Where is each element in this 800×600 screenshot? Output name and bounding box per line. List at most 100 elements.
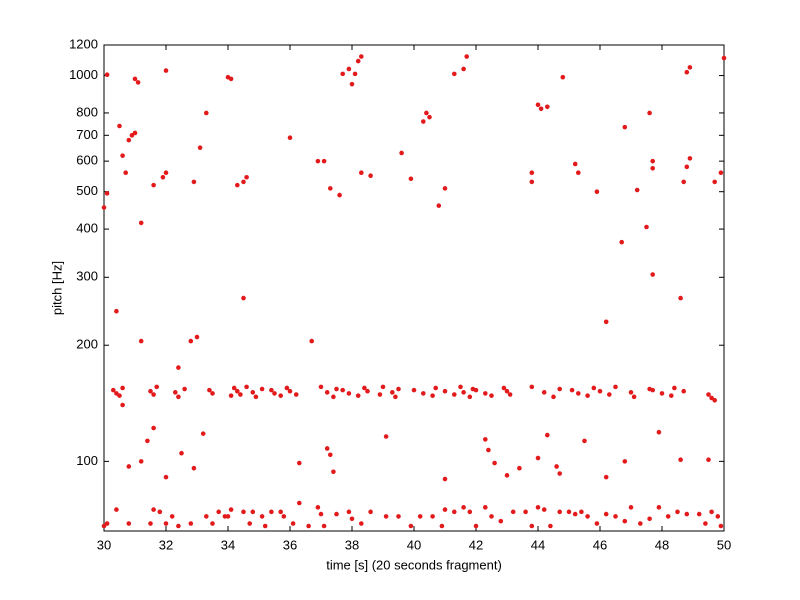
point: [318, 511, 324, 517]
point: [138, 459, 144, 464]
point: [154, 384, 159, 390]
point: [204, 110, 209, 116]
point: [179, 450, 184, 456]
point: [507, 392, 513, 397]
point: [346, 66, 352, 72]
point: [696, 511, 702, 517]
point: [557, 471, 562, 476]
point: [328, 186, 333, 191]
point: [235, 182, 240, 188]
point: [207, 387, 212, 393]
point: [560, 74, 566, 80]
point: [628, 390, 634, 395]
point: [650, 158, 655, 164]
point: [380, 384, 386, 390]
point: [247, 521, 252, 526]
point: [272, 391, 277, 396]
point: [101, 523, 107, 529]
point: [297, 500, 302, 506]
x-tick-label: 50: [717, 537, 731, 552]
point: [244, 174, 249, 180]
point: [210, 391, 215, 396]
point: [390, 390, 395, 395]
point: [204, 514, 209, 519]
point: [644, 224, 649, 230]
point: [331, 469, 336, 475]
point: [461, 66, 466, 72]
point: [359, 521, 364, 526]
point: [349, 516, 355, 522]
point: [340, 387, 346, 393]
y-axis-label: pitch [Hz]: [49, 261, 64, 315]
point: [393, 394, 398, 400]
point: [712, 179, 717, 185]
point: [151, 182, 156, 188]
point: [337, 192, 342, 198]
point: [678, 457, 683, 463]
point: [399, 150, 404, 156]
point: [529, 170, 535, 176]
point: [126, 464, 132, 469]
point: [535, 102, 541, 108]
point: [619, 239, 624, 245]
point: [287, 135, 293, 141]
y-tick-label: 200: [76, 337, 98, 352]
point: [427, 114, 432, 120]
point: [424, 110, 429, 116]
point: [718, 523, 724, 529]
point: [597, 388, 603, 394]
point: [557, 386, 562, 392]
point: [569, 387, 575, 393]
point: [188, 338, 194, 344]
point: [613, 514, 618, 519]
point: [120, 402, 125, 408]
point: [182, 386, 187, 392]
point: [120, 153, 125, 158]
point: [483, 505, 488, 510]
point: [269, 509, 274, 515]
point: [467, 509, 473, 515]
point: [517, 465, 522, 471]
point: [582, 438, 587, 444]
point: [359, 170, 364, 176]
x-tick-label: 46: [593, 537, 607, 552]
x-tick-label: 34: [221, 537, 235, 552]
point: [721, 55, 727, 61]
point: [188, 521, 194, 526]
point: [163, 170, 169, 176]
point: [715, 514, 721, 519]
point: [541, 507, 547, 512]
point: [545, 432, 550, 438]
point: [104, 72, 110, 78]
point: [396, 386, 401, 392]
point: [278, 393, 284, 398]
point: [176, 365, 181, 370]
point: [120, 385, 125, 391]
point: [148, 521, 153, 526]
point: [151, 425, 156, 431]
point: [607, 392, 612, 397]
point: [572, 511, 578, 517]
point: [669, 393, 674, 398]
point: [383, 514, 389, 519]
point: [148, 388, 153, 394]
point: [160, 174, 166, 180]
point: [368, 173, 373, 179]
point: [647, 516, 652, 522]
point: [287, 388, 293, 394]
point: [442, 507, 448, 512]
point: [114, 507, 119, 512]
x-tick-label: 40: [407, 537, 421, 552]
point: [117, 123, 122, 129]
point: [200, 431, 206, 436]
x-axis-label: time [s] (20 seconds fragment): [326, 557, 502, 572]
point: [523, 509, 528, 515]
point: [126, 137, 132, 143]
point: [498, 518, 504, 524]
point: [706, 392, 711, 397]
point: [566, 509, 572, 515]
point: [228, 76, 234, 82]
point: [421, 391, 426, 396]
